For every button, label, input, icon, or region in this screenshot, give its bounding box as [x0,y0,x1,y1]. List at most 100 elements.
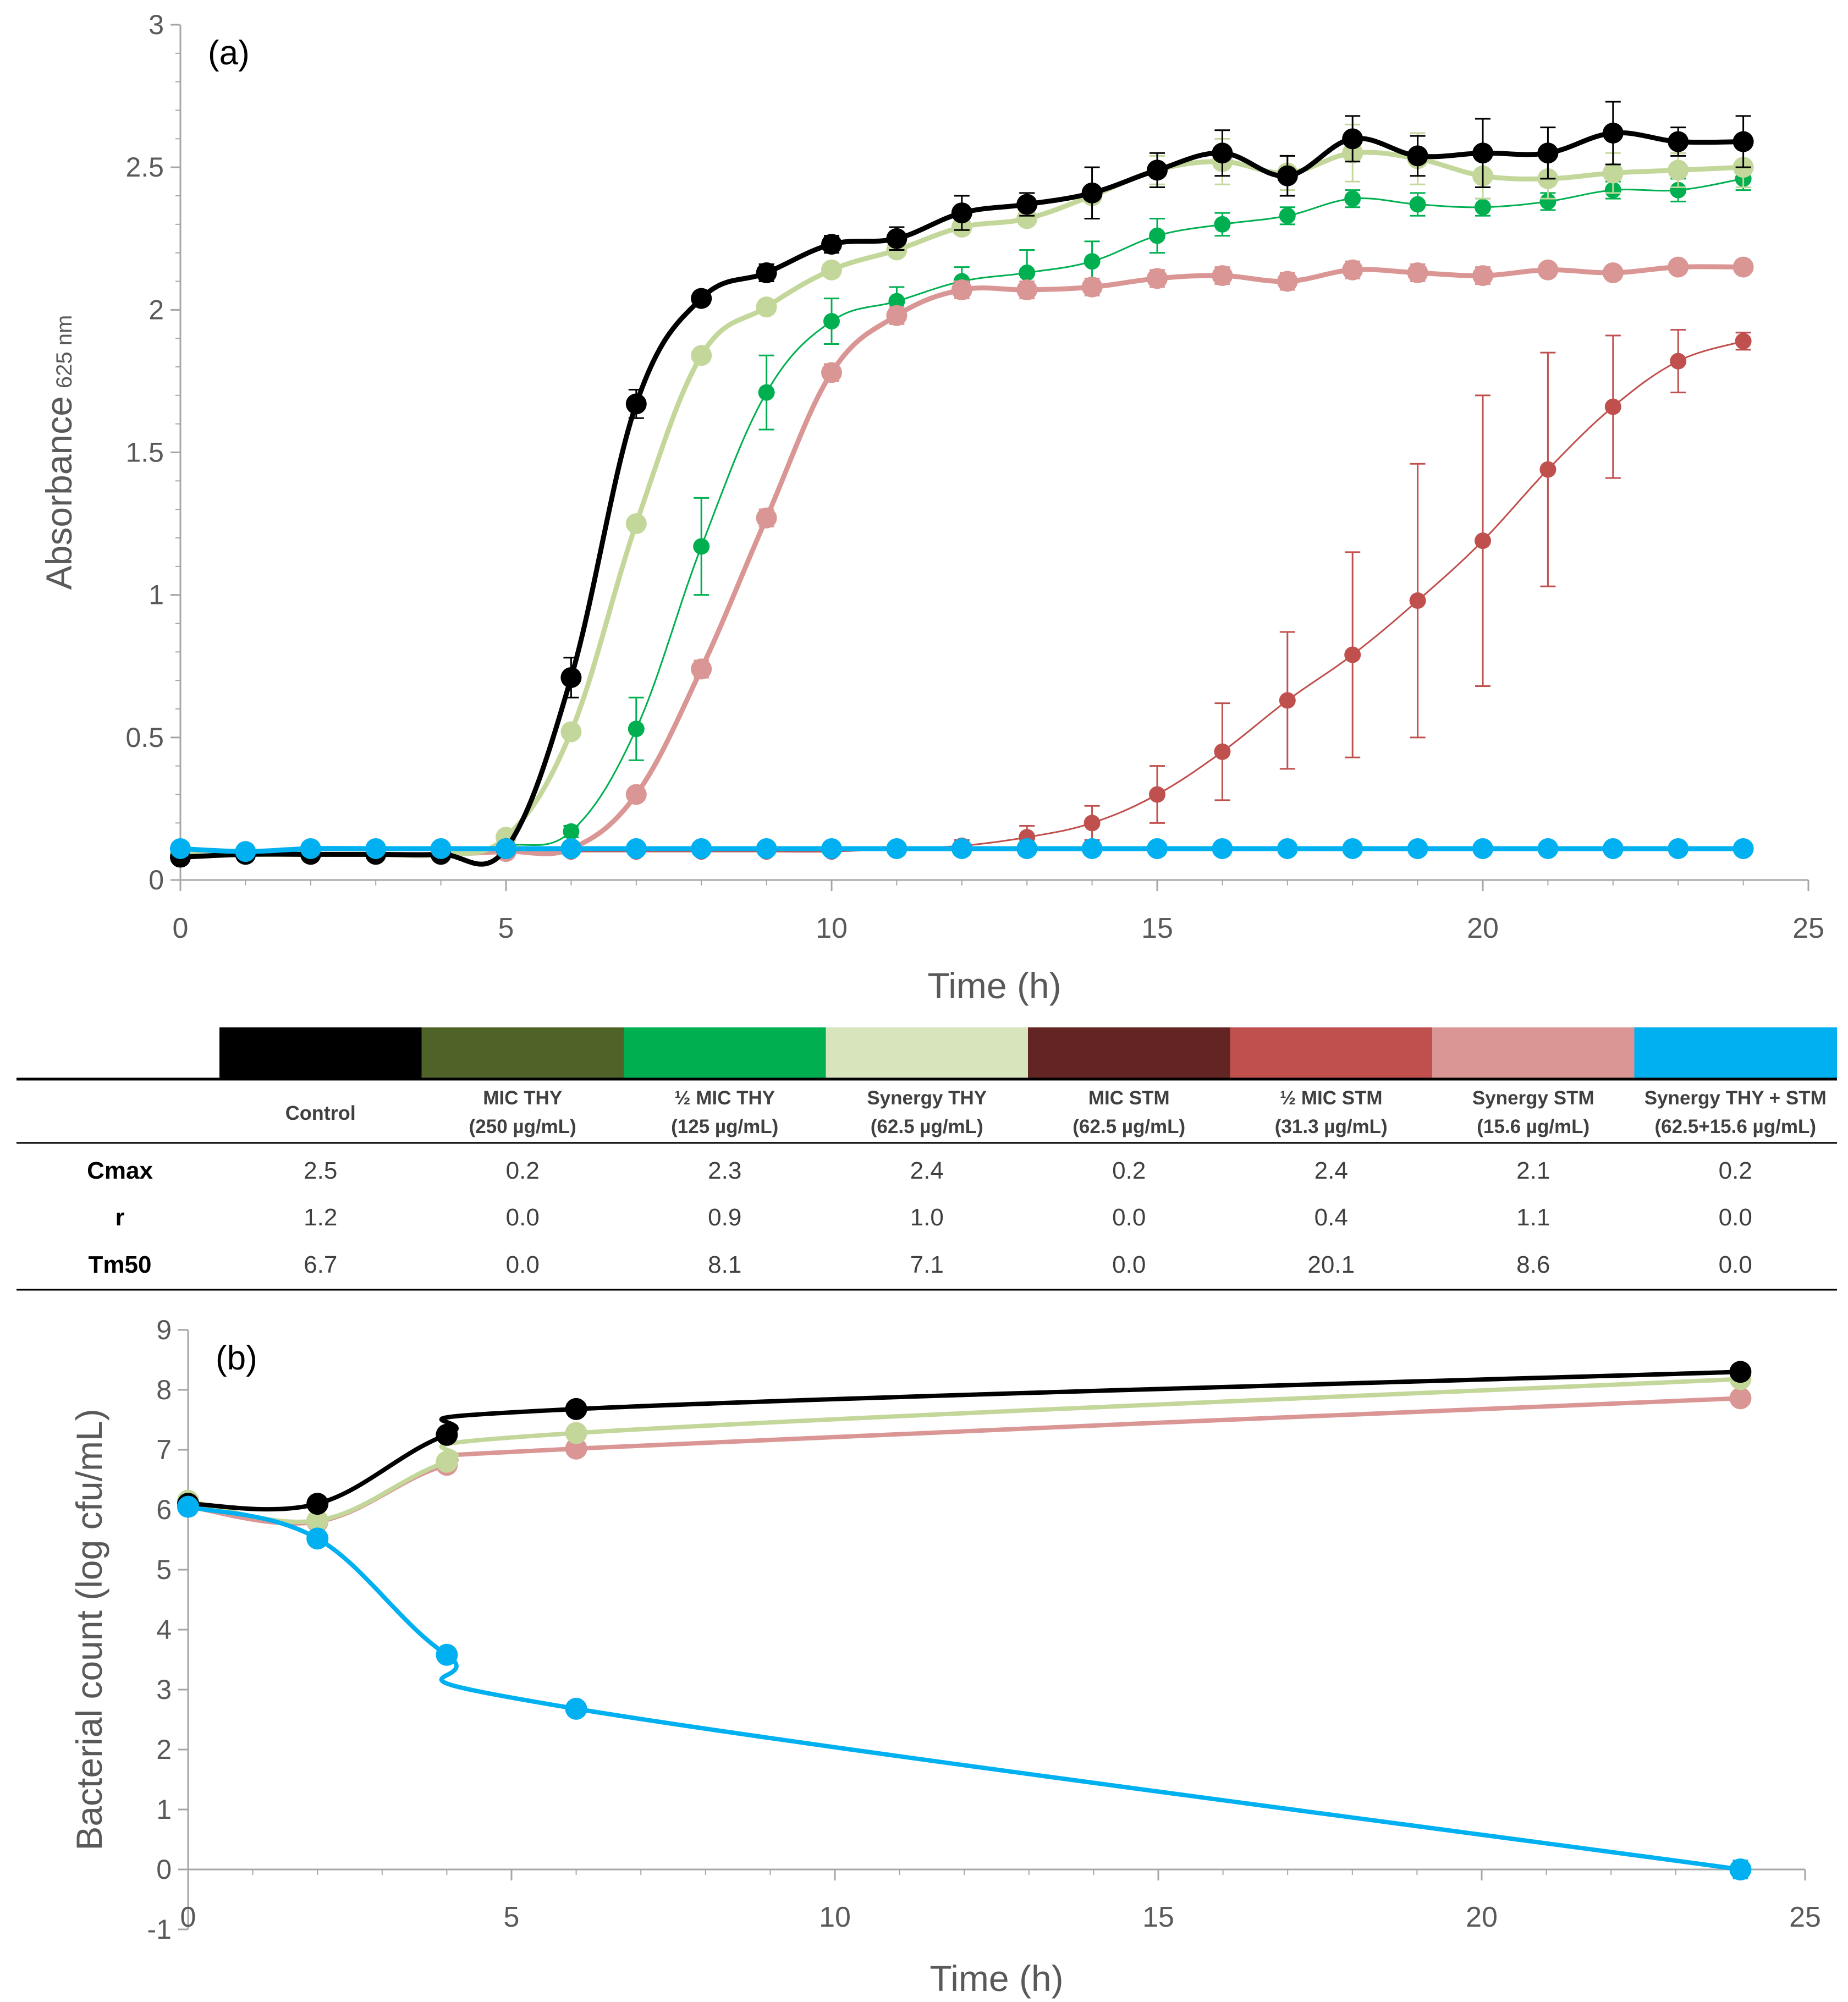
table-cell: 2.5 [304,1157,337,1184]
data-point [1472,142,1493,164]
table-header-mic-stm: ½ MIC STM [1280,1087,1383,1109]
data-point [1407,262,1428,283]
data-point [1729,1858,1752,1880]
data-point [756,507,777,529]
table-cell: 0.0 [1112,1251,1146,1278]
data-point [1147,268,1168,289]
data-point [625,513,647,535]
data-point [1602,262,1624,283]
x-axis-title: Time (h) [930,1958,1063,1999]
data-point [1668,160,1689,181]
data-point [1472,838,1493,859]
data-point [565,1398,587,1420]
table-cell: 8.1 [708,1251,741,1278]
x-tick-label: 15 [1142,1901,1174,1933]
data-point [756,838,777,859]
data-point [1342,128,1363,150]
data-point [821,362,842,383]
y-tick-label: 3 [148,9,164,40]
table-cell: 0.9 [708,1204,741,1231]
series-synergy-thy [170,123,1754,865]
data-point [306,1509,329,1532]
y-tick-label: 3 [156,1674,172,1705]
y-tick-label: 7 [156,1434,172,1465]
table-header-concentration: (250 µg/mL) [469,1116,576,1137]
legend-swatch-synergy-stm [1432,1027,1635,1078]
series-line [186,1370,1743,1512]
x-tick-label: 5 [504,1901,520,1933]
series-half-mic-stm [172,329,1752,863]
table-cell: 0.0 [1112,1204,1146,1231]
data-point [436,1423,458,1446]
table-header-mic-stm: MIC STM [1088,1087,1170,1109]
y-tick-label: 6 [156,1494,172,1525]
table-cell: 0.2 [1112,1157,1146,1184]
data-point [306,1527,329,1550]
table-header-synergy-stm: Synergy STM [1472,1087,1594,1109]
data-point [1602,838,1624,859]
data-point [1149,227,1165,244]
table-header-mic-thy: MIC THY [483,1087,562,1109]
data-point [625,838,647,859]
data-point [560,667,582,688]
data-point [1212,838,1233,859]
y-tick-label: 2.5 [125,152,164,183]
table-cell: 2.4 [1314,1157,1348,1184]
data-point [1539,461,1557,478]
data-point [821,838,842,859]
table-cell: 6.7 [304,1251,337,1278]
data-point [1735,333,1752,350]
table-header-concentration: (62.5 µg/mL) [1072,1116,1185,1137]
x-tick-label: 0 [180,1901,196,1933]
x-tick-label: 10 [819,1901,851,1933]
data-point [1214,216,1231,233]
x-tick-label: 20 [1466,1901,1498,1933]
data-point [365,838,387,859]
x-tick-label: 10 [816,912,848,944]
data-point [1342,259,1363,280]
table-row-label-cmax: Cmax [87,1157,153,1184]
table-cell: 0.2 [1719,1157,1752,1184]
data-point [951,279,972,301]
x-tick-label: 5 [498,912,514,944]
data-point [1212,265,1233,287]
y-tick-label: 0 [156,1854,172,1885]
data-point [1342,838,1363,859]
data-point [886,228,908,249]
data-point [691,345,712,366]
data-point [691,658,712,680]
series-synergy-stm [170,256,1754,865]
legend-swatch-mic-stm [1230,1027,1433,1078]
table-cell: 0.0 [1719,1251,1752,1278]
data-point [1081,276,1103,298]
legend-swatch-synergy-thy [826,1027,1028,1078]
data-point [821,234,842,255]
data-point [235,841,256,862]
table-cell: 2.4 [910,1157,944,1184]
data-point [625,393,647,415]
y-tick-label: 5 [156,1554,172,1585]
data-point [1149,786,1165,803]
data-point [1212,142,1233,164]
table-cell: 20.1 [1307,1251,1355,1278]
data-point [628,721,645,738]
table-cell: 0.0 [506,1251,540,1278]
legend-swatch-synergy-thy-stm [1634,1027,1837,1078]
data-point [691,288,712,309]
table-cell: 0.0 [1719,1204,1752,1231]
data-point [1733,256,1754,278]
table-header-concentration: (31.3 µg/mL) [1275,1116,1388,1137]
data-point [1604,398,1621,415]
y-tick-label: 2 [156,1734,172,1765]
series-synergy-thy-stm [177,1495,1752,1880]
table-cell: 0.0 [506,1204,540,1231]
y-tick-label: 0.5 [125,722,164,753]
panel-label: (b) [216,1339,257,1377]
data-point [1668,256,1689,278]
data-point [1214,743,1231,760]
data-point [886,305,908,326]
data-point [1670,182,1687,199]
table-header-synergy-thy-stm: Synergy THY + STM [1645,1087,1827,1109]
series-line [178,150,1746,859]
